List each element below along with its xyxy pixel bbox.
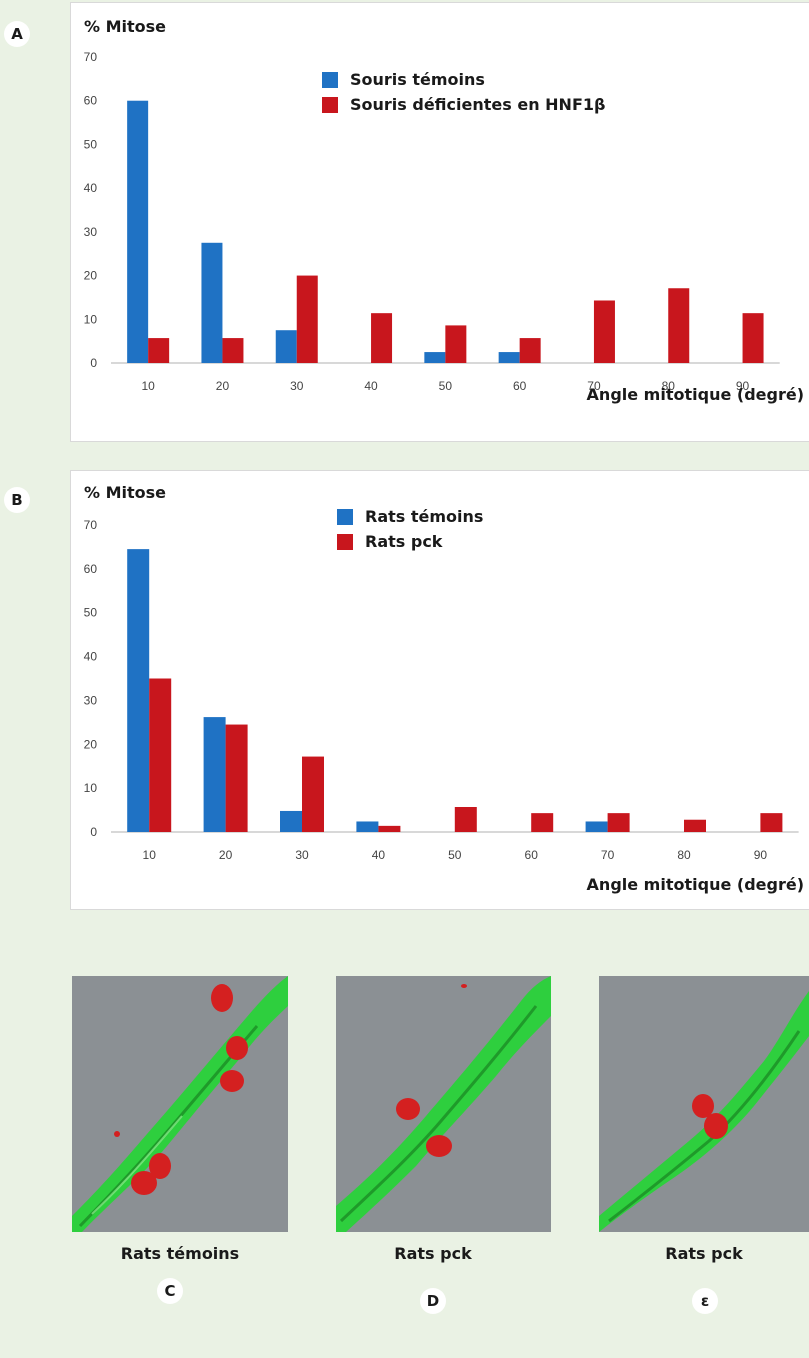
x-tick-label: 90 bbox=[754, 848, 768, 862]
x-tick-label: 40 bbox=[364, 379, 378, 393]
chart-b: % Mitose 0 10 20 30 40 50 60 70 10 20 30 40 50 60 70 80… bbox=[70, 470, 809, 910]
legend: Souris témoins Souris déficientes en HNF… bbox=[322, 70, 605, 120]
bar bbox=[222, 338, 244, 363]
legend-item: Souris témoins bbox=[322, 70, 605, 89]
micrograph-c bbox=[72, 976, 288, 1232]
y-tick-label: 0 bbox=[90, 356, 97, 370]
micrograph-d bbox=[336, 976, 551, 1232]
tubule-rendering bbox=[336, 976, 551, 1232]
bar bbox=[668, 288, 690, 363]
bar bbox=[275, 330, 297, 363]
x-tick-label: 50 bbox=[448, 848, 462, 862]
x-tick-label: 30 bbox=[295, 848, 309, 862]
y-tick-label: 10 bbox=[84, 312, 98, 326]
y-tick-label: 60 bbox=[84, 94, 98, 108]
bar bbox=[742, 313, 764, 363]
y-tick-label: 50 bbox=[84, 137, 98, 151]
bar bbox=[585, 821, 608, 832]
bar bbox=[149, 678, 172, 832]
y-tick-label: 70 bbox=[84, 518, 98, 532]
bar bbox=[201, 242, 223, 363]
x-tick-label: 70 bbox=[587, 379, 601, 393]
legend-swatch bbox=[337, 533, 353, 550]
x-tick-label: 80 bbox=[677, 848, 691, 862]
y-tick-label: 40 bbox=[84, 181, 98, 195]
y-tick-label: 60 bbox=[84, 562, 98, 576]
y-tick-label: 30 bbox=[84, 693, 98, 707]
legend-item: Souris déficientes en HNF1β bbox=[322, 95, 605, 114]
bar bbox=[607, 813, 630, 832]
bar bbox=[296, 275, 318, 363]
bar bbox=[302, 756, 324, 832]
bar bbox=[519, 338, 541, 363]
panel-letter-e: ε bbox=[692, 1288, 718, 1314]
y-tick-label: 0 bbox=[90, 825, 97, 839]
micrograph-e bbox=[599, 976, 809, 1232]
legend-item: Rats pck bbox=[337, 532, 483, 551]
panel-letter-b: B bbox=[4, 487, 30, 513]
x-tick-label: 80 bbox=[662, 379, 676, 393]
legend-label: Rats témoins bbox=[365, 507, 484, 526]
legend: Rats témoins Rats pck bbox=[337, 507, 483, 557]
bar bbox=[684, 819, 706, 832]
y-axis-title: % Mitose bbox=[84, 483, 167, 502]
bar bbox=[356, 821, 379, 832]
legend-item: Rats témoins bbox=[337, 507, 483, 526]
x-axis-title: Angle mitotique (degré) bbox=[586, 385, 804, 404]
y-tick-label: 70 bbox=[84, 50, 98, 64]
legend-swatch bbox=[322, 96, 338, 113]
chart-b-plot: 0 10 20 30 40 50 60 70 10 20 30 40 50 60 70 80 90 bbox=[84, 518, 799, 862]
bar bbox=[203, 717, 226, 832]
bar bbox=[424, 352, 446, 363]
x-tick-label: 70 bbox=[601, 848, 615, 862]
bar bbox=[378, 825, 401, 832]
bar bbox=[445, 325, 467, 363]
bar bbox=[225, 724, 248, 832]
bar bbox=[148, 338, 170, 363]
bar bbox=[760, 813, 783, 832]
y-tick-label: 30 bbox=[84, 225, 98, 239]
panel-letter-d: D bbox=[420, 1288, 446, 1314]
x-tick-label: 60 bbox=[513, 379, 527, 393]
chart-a: % Mitose 0 10 20 30 40 50 60 70 10 20 30 40 50 60 70 80… bbox=[70, 2, 809, 442]
legend-label: Souris témoins bbox=[350, 70, 485, 89]
x-tick-label: 20 bbox=[216, 379, 230, 393]
x-axis-title: Angle mitotique (degré) bbox=[586, 875, 804, 894]
bar bbox=[531, 813, 554, 832]
legend-label: Rats pck bbox=[365, 532, 443, 551]
bar bbox=[371, 313, 393, 363]
panel-letter-c: C bbox=[157, 1278, 183, 1304]
panel-letter-a: A bbox=[4, 21, 30, 47]
y-axis-title: % Mitose bbox=[84, 17, 167, 36]
x-tick-label: 60 bbox=[525, 848, 539, 862]
caption-d: Rats pck bbox=[394, 1244, 472, 1263]
x-tick-label: 50 bbox=[439, 379, 453, 393]
caption-c: Rats témoins bbox=[120, 1244, 240, 1263]
bar bbox=[593, 300, 615, 363]
tubule-rendering bbox=[599, 991, 809, 1232]
tubule-rendering bbox=[72, 976, 288, 1232]
x-tick-label: 10 bbox=[143, 848, 157, 862]
y-tick-label: 40 bbox=[84, 650, 98, 664]
bar bbox=[280, 810, 302, 832]
y-tick-label: 20 bbox=[84, 269, 98, 283]
legend-swatch bbox=[322, 71, 338, 88]
x-tick-label: 30 bbox=[290, 379, 304, 393]
x-tick-label: 20 bbox=[219, 848, 233, 862]
legend-swatch bbox=[337, 508, 353, 525]
bar bbox=[127, 549, 150, 832]
bar bbox=[498, 352, 520, 363]
y-tick-label: 50 bbox=[84, 606, 98, 620]
bar bbox=[454, 807, 477, 832]
legend-label: Souris déficientes en HNF1β bbox=[350, 95, 606, 114]
y-tick-label: 10 bbox=[84, 781, 98, 795]
x-tick-label: 40 bbox=[372, 848, 386, 862]
caption-e: Rats pck bbox=[665, 1244, 743, 1263]
x-tick-label: 10 bbox=[141, 379, 155, 393]
y-tick-label: 20 bbox=[84, 737, 98, 751]
x-tick-label: 90 bbox=[736, 379, 750, 393]
bar bbox=[127, 100, 149, 363]
chart-a-plot: 0 10 20 30 40 50 60 70 10 20 30 40 50 60 70 80 90 bbox=[84, 50, 780, 393]
